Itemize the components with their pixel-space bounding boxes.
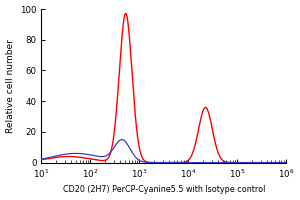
X-axis label: CD20 (2H7) PerCP-Cyanine5.5 with Isotype control: CD20 (2H7) PerCP-Cyanine5.5 with Isotype… xyxy=(63,185,265,194)
Y-axis label: Relative cell number: Relative cell number xyxy=(6,39,15,133)
